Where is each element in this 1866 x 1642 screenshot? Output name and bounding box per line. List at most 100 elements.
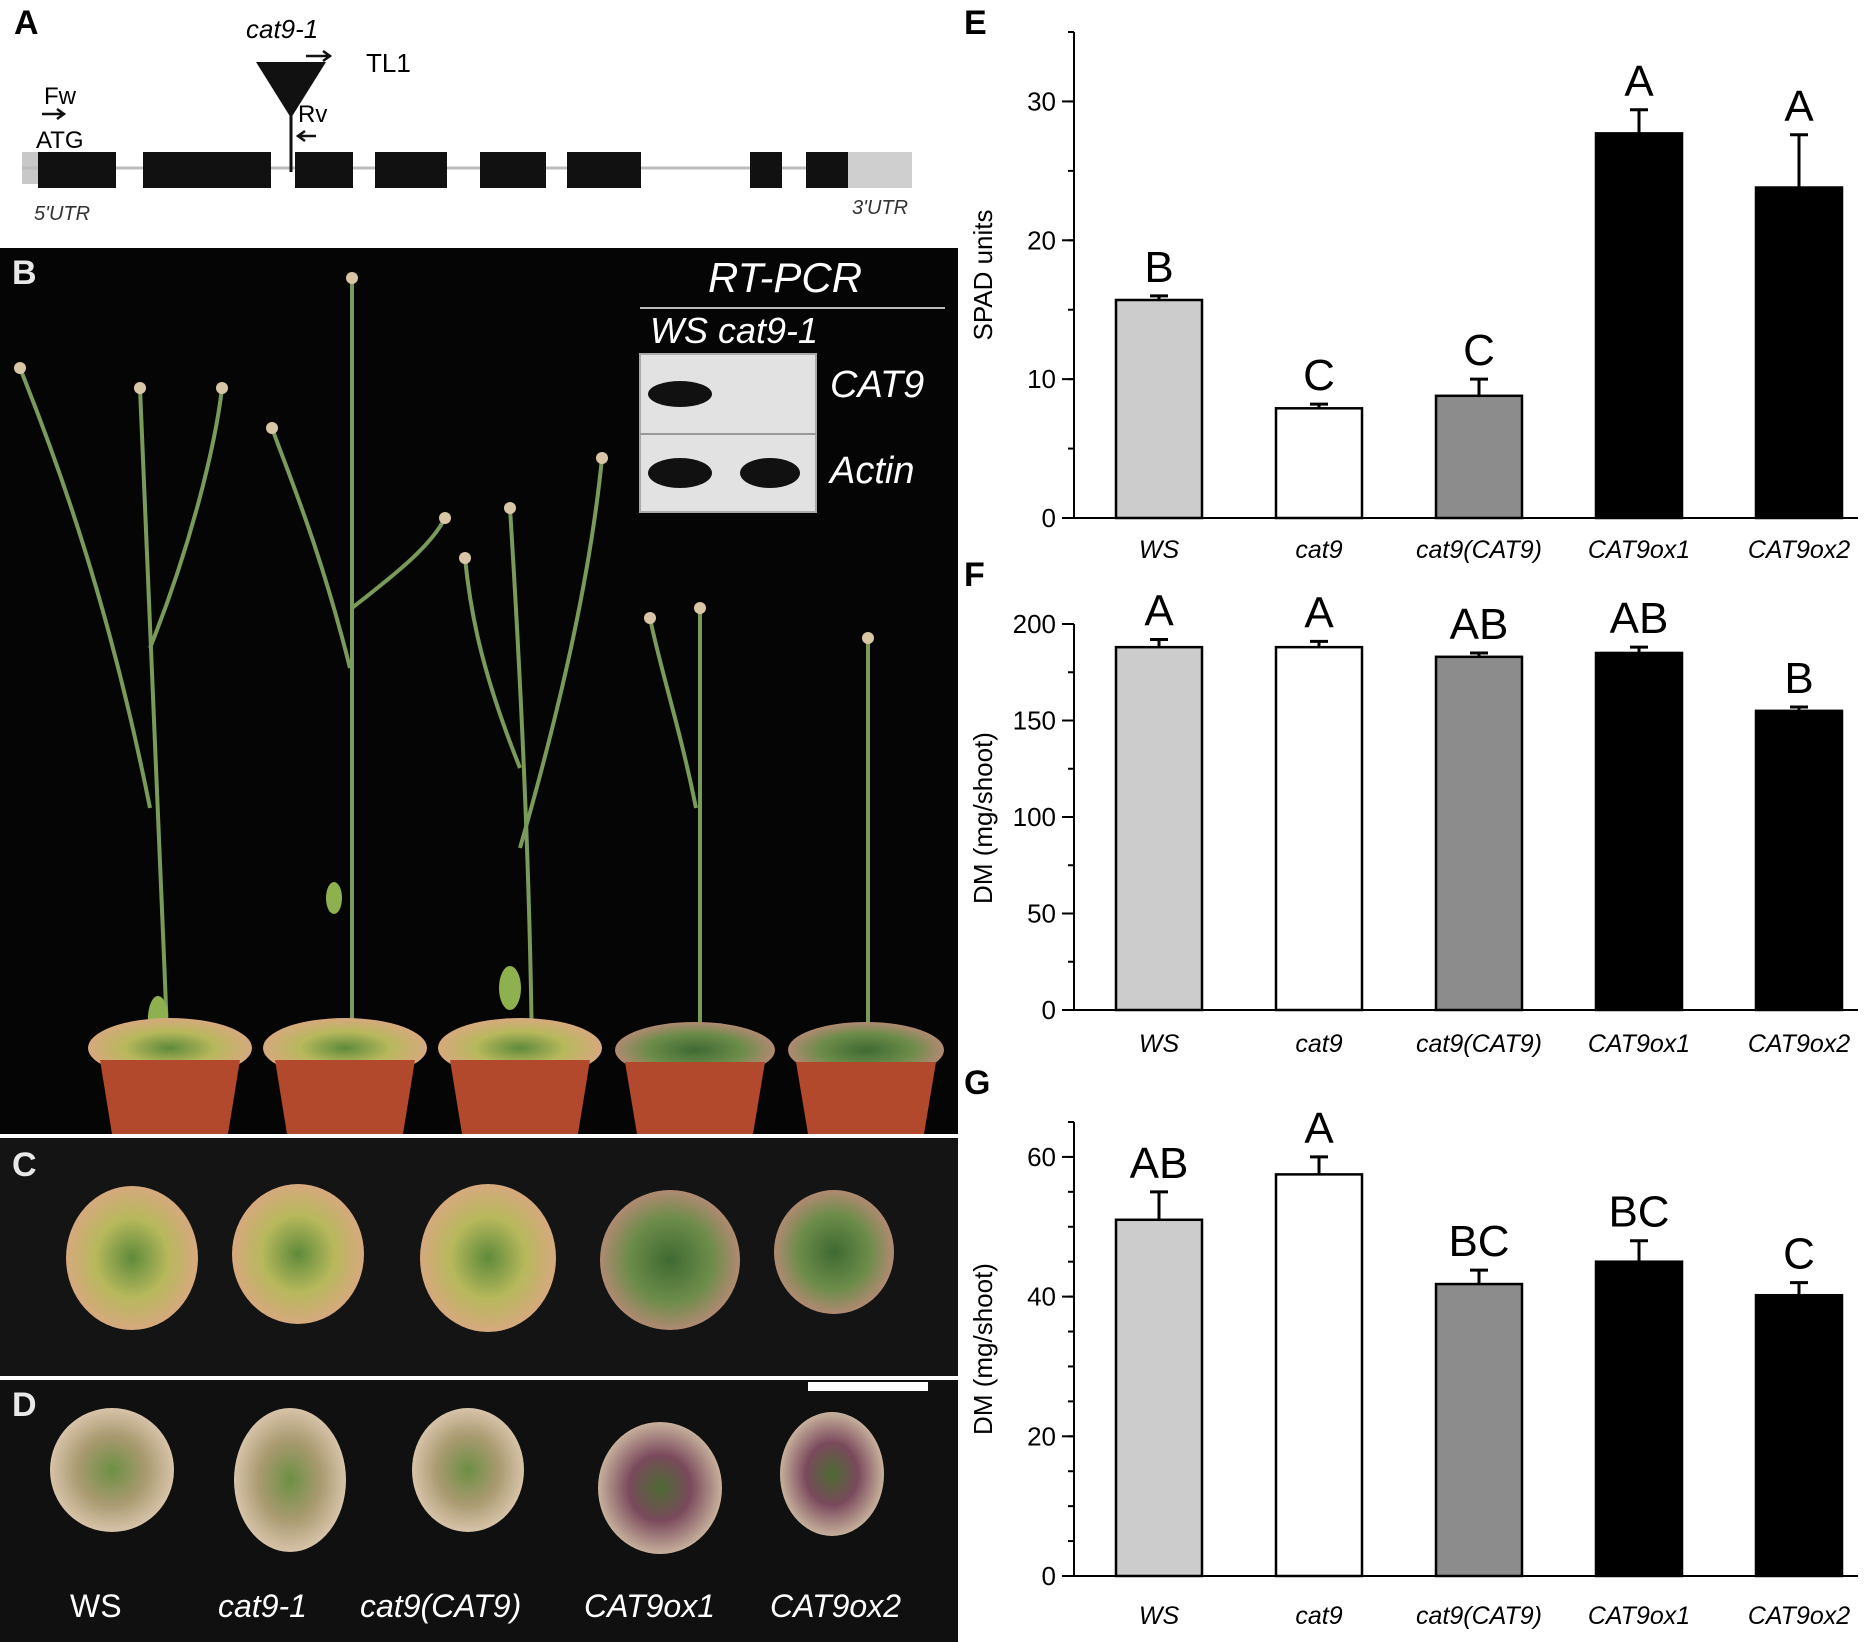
fw-arrow <box>42 107 67 121</box>
potted-plant-cat9-1 <box>263 1018 427 1134</box>
genotype-label-cat9ox2: CAT9ox2 <box>770 1588 902 1624</box>
panel-label-a: A <box>14 4 39 42</box>
rosette-d-cat9-1 <box>234 1408 346 1552</box>
bar <box>1754 1293 1844 1578</box>
potted-plant-cat9ox1 <box>615 1022 775 1134</box>
panel-label-d: D <box>12 1386 37 1424</box>
significance-letter: B <box>1144 243 1173 292</box>
panel-label-e: E <box>964 4 987 42</box>
rosette-d-cat9ox1 <box>598 1422 722 1554</box>
significance-letter: C <box>1783 1230 1815 1279</box>
y-axis-label: DM (mg/shoot) <box>968 1263 998 1435</box>
rosette-c-cat9-1 <box>232 1184 364 1324</box>
bar <box>1274 1173 1364 1578</box>
rt-pcr-title: RT-PCR <box>708 254 863 301</box>
significance-letter: C <box>1303 351 1335 400</box>
y-tick-label: 40 <box>1027 1282 1056 1312</box>
significance-letter: AB <box>1610 594 1669 643</box>
rosette-c-cat9ox1 <box>600 1190 740 1330</box>
insertion-label: cat9-1 <box>246 14 318 44</box>
tl1-arrow <box>306 49 333 63</box>
exon-7 <box>750 152 782 188</box>
rt-pcr-row-cat9: CAT9 <box>830 364 925 406</box>
tdna-insertion-triangle <box>256 62 326 118</box>
panel-label-c: C <box>12 1146 37 1184</box>
y-tick-label: 50 <box>1027 899 1056 929</box>
potted-plant-ws <box>88 1018 252 1134</box>
category-label: CAT9ox2 <box>1748 1602 1850 1630</box>
significance-letter: BC <box>1608 1188 1669 1237</box>
category-label: cat9(CAT9) <box>1416 536 1542 564</box>
utr3-label: 3'UTR <box>852 197 908 219</box>
bar <box>1754 186 1844 520</box>
y-tick-label: 150 <box>1013 706 1056 736</box>
bar <box>1434 394 1524 520</box>
genotype-label-cat9ox1: CAT9ox1 <box>584 1588 716 1624</box>
bar <box>1754 709 1844 1012</box>
y-tick-label: 20 <box>1027 1421 1056 1451</box>
y-axis-label: SPAD units <box>968 209 998 340</box>
category-label: WS <box>1139 536 1180 564</box>
y-tick-label: 0 <box>1042 1561 1056 1591</box>
bar <box>1434 655 1524 1012</box>
significance-letter: A <box>1784 82 1814 131</box>
fw-label: Fw <box>44 83 77 110</box>
panel-label-f: F <box>964 556 985 594</box>
panel-label-g: G <box>964 1064 991 1102</box>
rosette-c-ws <box>66 1186 198 1330</box>
exon-8 <box>806 152 850 188</box>
bar <box>1274 645 1364 1012</box>
scale-bar <box>808 1382 928 1391</box>
y-tick-label: 60 <box>1027 1142 1056 1172</box>
category-label: CAT9ox1 <box>1588 1030 1690 1058</box>
rosette-c-cat9-cat9 <box>420 1184 556 1332</box>
significance-letter: A <box>1304 588 1334 637</box>
tl1-label: TL1 <box>366 48 411 78</box>
y-tick-label: 200 <box>1013 609 1056 639</box>
atg-label: ATG <box>36 127 84 154</box>
rt-pcr-row-actin: Actin <box>830 450 915 492</box>
genotype-label-cat9-1: cat9-1 <box>218 1588 307 1624</box>
y-tick-label: 0 <box>1042 503 1056 533</box>
plant-photographs <box>0 248 958 1642</box>
category-label: CAT9ox1 <box>1588 536 1690 564</box>
potted-plant-cat9ox2 <box>788 1022 944 1134</box>
bar <box>1434 1282 1524 1578</box>
category-label: cat9 <box>1295 1602 1342 1630</box>
exon-4 <box>375 152 447 188</box>
gene-model-diagram: cat9-1 TL1 Fw ATG Rv 5'UTR 3'UTR <box>22 14 912 225</box>
bar <box>1594 1260 1684 1578</box>
category-label: CAT9ox1 <box>1588 1602 1690 1630</box>
y-tick-label: 20 <box>1027 225 1056 255</box>
significance-letter: A <box>1144 586 1174 635</box>
exon-3 <box>295 152 353 188</box>
significance-letter: B <box>1784 654 1813 703</box>
panel-label-b: B <box>12 254 37 292</box>
category-label: cat9 <box>1295 1030 1342 1058</box>
category-label: cat9(CAT9) <box>1416 1030 1542 1058</box>
bar <box>1114 645 1204 1012</box>
plant-1-stem <box>138 387 170 1059</box>
category-label: CAT9ox2 <box>1748 536 1850 564</box>
significance-letter: A <box>1624 57 1654 106</box>
rosette-d-cat9-cat9 <box>412 1408 524 1532</box>
y-tick-label: 0 <box>1042 995 1056 1025</box>
plant-3-stem <box>508 507 534 1059</box>
cat9-band-ws <box>648 381 712 407</box>
rv-arrow <box>295 129 316 143</box>
significance-letter: AB <box>1450 600 1509 649</box>
exon-1 <box>38 152 116 188</box>
actin-band-ws <box>648 458 712 488</box>
exon-6 <box>567 152 641 188</box>
y-tick-label: 100 <box>1013 802 1056 832</box>
rosette-c-cat9ox2 <box>774 1190 894 1314</box>
utr3-region <box>848 152 912 188</box>
significance-letter: A <box>1304 1104 1334 1153</box>
significance-letter: AB <box>1130 1139 1189 1188</box>
y-tick-label: 10 <box>1027 364 1056 394</box>
actin-band-cat9-1 <box>740 458 800 488</box>
rt-pcr-inset <box>639 307 945 513</box>
utr5-label: 5'UTR <box>34 203 90 225</box>
